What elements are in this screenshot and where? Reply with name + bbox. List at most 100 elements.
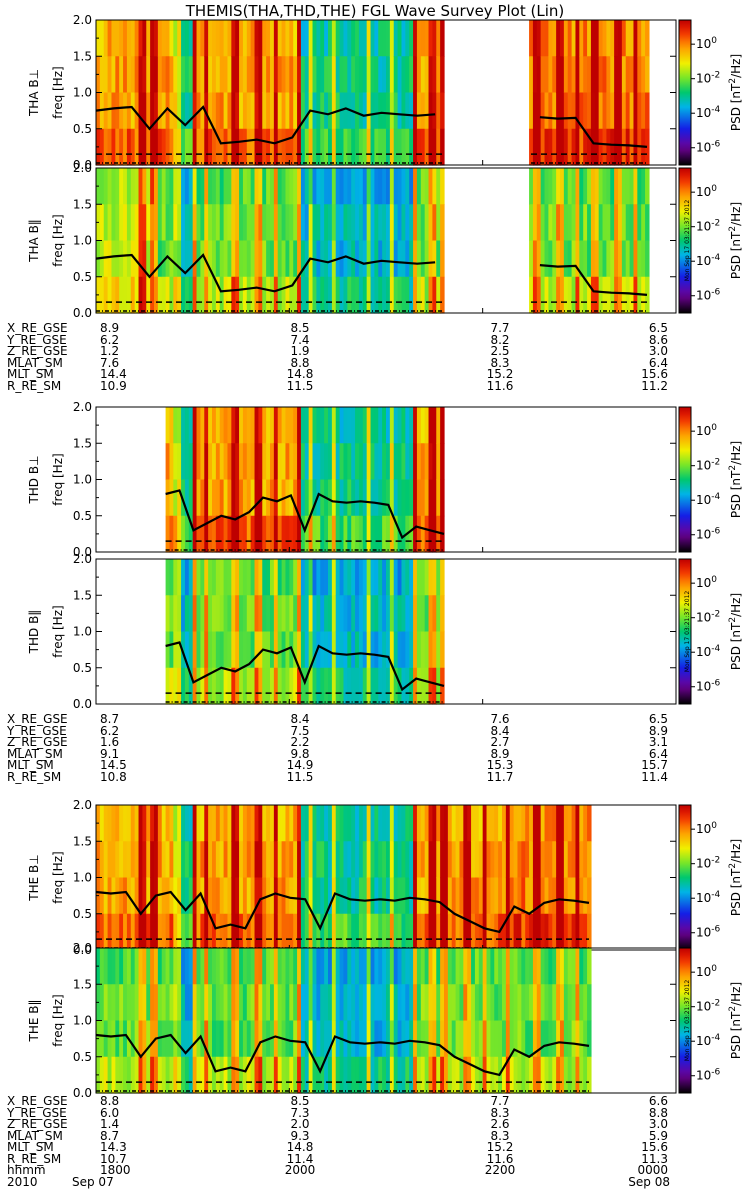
spectrogram-cell [409,913,414,951]
spectrogram-cell [204,56,209,94]
spectrogram-cell [401,407,406,444]
spectrogram-cell [540,20,546,57]
spectrogram-cell [370,667,375,705]
spectrogram-cell [416,1056,422,1094]
spectrogram-cell [405,128,410,166]
spectrogram-cell [474,913,480,951]
spectrogram-cell [242,877,248,915]
spectrogram-cell [355,984,360,1022]
spectrogram-cell [370,631,375,669]
spectrogram-cell [451,913,457,951]
spectrogram-cell [424,56,430,94]
spectrogram-cell [242,20,248,57]
spectrogram-cell [250,841,256,879]
spectrogram-cell [355,1056,360,1094]
spectrogram-cell [416,407,422,444]
spectrogram-cell [416,204,422,242]
spectrogram-cell [548,20,553,57]
spectrogram-cell [436,204,441,242]
spectrogram-cell [235,56,240,94]
spectrogram-cell [212,56,217,94]
spectrogram-cell [339,240,345,278]
spectrogram-cell [382,841,387,879]
spectrogram-cell [451,805,457,842]
spectrogram-cell [440,1020,445,1058]
spectrogram-cell [633,92,638,130]
spectrogram-cell [235,276,240,314]
spectrogram-cell [254,667,259,705]
gyro-line [95,890,590,934]
spectrogram-cell [428,407,433,444]
ephemeris-value: 15.7 [641,758,668,772]
spectrogram-cell [401,805,406,842]
spectrogram-cell [362,443,368,481]
spectrogram-cell [459,805,464,842]
spectrogram-cell [235,841,240,879]
spectrogram-cell [401,204,406,242]
spectrogram-cell [123,204,128,242]
spectrogram-cell [196,168,201,205]
spectrogram-cell [289,515,294,553]
spectrogram-cell [219,948,225,985]
spectrogram-cell [351,443,356,481]
spectrogram-cell [355,204,360,242]
spectrogram-cell [107,1056,113,1094]
spectrogram-cell [165,407,171,444]
spectrogram-cell [304,595,310,633]
spectrogram-cell [610,276,615,314]
spectrogram-cell [173,407,178,444]
spectrogram-cell [304,204,310,242]
spectrogram-cell [432,479,437,517]
ephemeris-value: 8.8 [648,1105,668,1120]
spectrogram-cell [343,407,348,444]
spectrogram-cell [123,984,128,1022]
spectrogram-cell [173,805,178,842]
spectrogram-cell [347,559,352,596]
spectrogram-cell [583,276,588,314]
spectrogram-cell [413,631,418,669]
spectrogram-cell [548,204,553,242]
spectrogram-cell [405,1020,410,1058]
spectrogram-cell [173,443,178,481]
spectrogram-cell [254,240,259,278]
spectrogram-cell [181,667,186,705]
spectrogram-cell [161,168,167,205]
spectrogram-cell [451,877,457,915]
spectrogram-cell [370,407,375,444]
spectrogram-cell [374,204,379,242]
spectrogram-cell [258,559,263,596]
spectrogram-cell [347,168,352,205]
spectrogram-cell [409,631,414,669]
spectrogram-cell [331,407,337,444]
spectrogram-cell [293,20,298,57]
spectrogram-cell [444,1056,449,1094]
spectrogram-cell [536,204,542,242]
spectrogram-cell [362,128,368,166]
spectrogram-cell [320,92,325,130]
spectrogram-cell [165,841,171,879]
spectrogram-cell [281,443,287,481]
spectrogram-cell [304,841,310,879]
spectrogram-cell [161,20,167,57]
spectrogram-cell [212,948,217,985]
spectrogram-cell [227,913,232,951]
spectrogram-cell [424,984,430,1022]
spectrogram-cell [366,407,372,444]
spectrogram-cell [389,240,395,278]
spectrogram-cell [215,204,221,242]
spectrogram-cell [474,841,480,879]
spectrogram-cell [579,1020,584,1058]
colorbar-tick-label: 10-4 [696,253,721,268]
spectrogram-cell [231,204,236,242]
spectrogram-cell [281,984,287,1022]
spectrogram-cell [103,805,109,842]
spectrogram-cell [300,1020,306,1058]
spectrogram-cell [320,984,325,1022]
spectrogram-cell [273,128,279,166]
spectrogram-cell [540,168,546,205]
spectrogram-cell [567,20,573,57]
spectrogram-cell [536,1056,542,1094]
spectrogram-cell [645,204,650,242]
ephemeris-value: 8.5 [290,1094,310,1108]
spectrogram-cell [409,841,414,879]
